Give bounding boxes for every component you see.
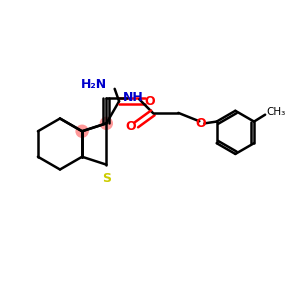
Text: O: O: [145, 95, 155, 108]
Text: S: S: [102, 172, 111, 185]
Circle shape: [76, 125, 88, 137]
Circle shape: [100, 117, 112, 129]
Text: CH₃: CH₃: [267, 107, 286, 117]
Text: O: O: [196, 117, 206, 130]
Text: O: O: [126, 120, 136, 133]
Text: H₂N: H₂N: [81, 78, 107, 91]
Text: NH: NH: [123, 92, 144, 104]
